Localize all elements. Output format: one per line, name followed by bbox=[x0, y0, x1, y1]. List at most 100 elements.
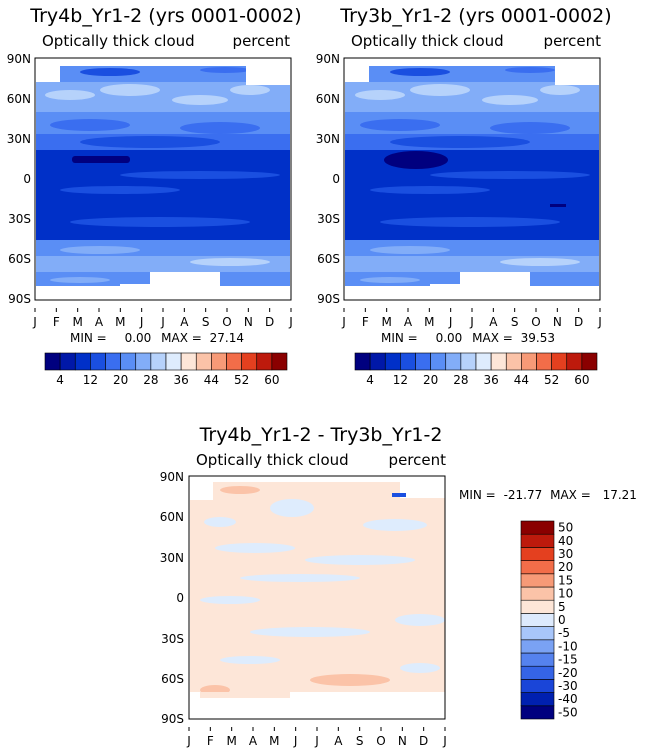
panel-title: Try4b_Yr1-2 (yrs 0001-0002) bbox=[29, 5, 301, 27]
x-tick-label: J bbox=[293, 734, 298, 748]
y-tick-0: 0 bbox=[23, 172, 31, 186]
x-tick-label: A bbox=[249, 734, 258, 748]
colorbar-label: 4 bbox=[56, 373, 64, 387]
x-tick-label: J bbox=[160, 315, 165, 329]
x-tick-label: M bbox=[226, 734, 236, 748]
colorbar-label: 44 bbox=[514, 373, 529, 387]
colorbar-label: 20 bbox=[558, 560, 573, 574]
colorbar-swatch bbox=[211, 352, 227, 371]
colorbar-label: 52 bbox=[234, 373, 249, 387]
colorbar-swatch bbox=[135, 352, 152, 371]
y-tick-60s: 60S bbox=[317, 252, 340, 266]
units-label: percent bbox=[544, 32, 602, 50]
x-tick-label: J bbox=[288, 315, 293, 329]
x-tick-label: F bbox=[53, 315, 60, 329]
colorbar-swatch bbox=[150, 352, 167, 371]
y-tick-30n: 30N bbox=[316, 132, 340, 146]
panel-try4b: Try4b_Yr1-2 (yrs 0001-0002) Optically th… bbox=[7, 5, 302, 387]
colorbar-swatch bbox=[536, 352, 552, 371]
x-tick-label: S bbox=[511, 315, 519, 329]
x-tick-label: J bbox=[448, 315, 453, 329]
x-tick-label: J bbox=[597, 315, 602, 329]
colorbar-swatch bbox=[520, 626, 555, 641]
colorbar-swatch bbox=[520, 586, 555, 601]
colorbar-label: 15 bbox=[558, 573, 573, 587]
x-tick-label: N bbox=[398, 734, 407, 748]
stats-min-max: MIN = 0.00 MAX = 39.53 bbox=[381, 331, 555, 345]
y-tick-30n: 30N bbox=[160, 551, 184, 565]
colorbar-swatch bbox=[520, 692, 555, 707]
x-tick-label: J bbox=[341, 315, 346, 329]
x-tick-label: D bbox=[265, 315, 274, 329]
colorbar-swatch bbox=[520, 599, 555, 614]
colorbar-swatch bbox=[520, 533, 555, 548]
plot-frame bbox=[343, 57, 601, 301]
y-tick-60n: 60N bbox=[316, 92, 340, 106]
colorbar-label: 60 bbox=[574, 373, 589, 387]
x-tick-label: M bbox=[115, 315, 125, 329]
colorbar-label: 28 bbox=[143, 373, 158, 387]
x-tick-label: M bbox=[269, 734, 279, 748]
x-tick-label: F bbox=[207, 734, 214, 748]
variable-label: Optically thick cloud bbox=[42, 32, 195, 50]
colorbar-swatch bbox=[180, 352, 197, 371]
colorbar-swatch bbox=[44, 352, 61, 371]
x-tick-label: O bbox=[531, 315, 540, 329]
colorbar-swatch bbox=[120, 352, 137, 371]
y-tick-30n: 30N bbox=[7, 132, 31, 146]
colorbar-swatch bbox=[520, 652, 555, 667]
plot-frame bbox=[34, 57, 292, 301]
colorbar-label: 36 bbox=[173, 373, 188, 387]
x-tick-label: M bbox=[381, 315, 391, 329]
colorbar-swatch bbox=[520, 560, 555, 575]
colorbar-label: -10 bbox=[558, 639, 578, 653]
colorbar-swatch bbox=[521, 352, 537, 371]
colorbar-label: 36 bbox=[483, 373, 498, 387]
colorbar-label: -15 bbox=[558, 653, 578, 667]
colorbar-swatch bbox=[415, 352, 431, 371]
map-field bbox=[344, 58, 600, 300]
colorbar-swatch bbox=[256, 352, 273, 371]
colorbar-swatch bbox=[520, 639, 555, 654]
colorbar-swatch bbox=[505, 352, 522, 371]
colorbar-swatch bbox=[226, 352, 242, 371]
colorbar-swatch bbox=[400, 352, 416, 371]
map-field bbox=[35, 58, 291, 300]
colorbar-label: 12 bbox=[393, 373, 408, 387]
panel-title: Try4b_Yr1-2 - Try3b_Yr1-2 bbox=[199, 424, 443, 446]
x-tick-label: J bbox=[186, 734, 191, 748]
y-tick-0: 0 bbox=[176, 591, 184, 605]
y-tick-30s: 30S bbox=[161, 632, 184, 646]
y-tick-90s: 90S bbox=[161, 712, 184, 726]
x-tick-label: S bbox=[356, 734, 364, 748]
colorbar-swatch bbox=[369, 352, 386, 371]
colorbar-swatch bbox=[241, 352, 258, 371]
x-tick-label: A bbox=[180, 315, 189, 329]
colorbar-swatch bbox=[490, 352, 507, 371]
stats-min-max: MIN = -21.77 MAX = 17.21 bbox=[459, 488, 637, 502]
y-tick-90n: 90N bbox=[7, 52, 31, 66]
stats-min-max: MIN = 0.00 MAX = 27.14 bbox=[70, 331, 244, 345]
x-tick-label: A bbox=[489, 315, 498, 329]
variable-label: Optically thick cloud bbox=[196, 451, 349, 469]
y-tick-90n: 90N bbox=[160, 470, 184, 484]
x-tick-label: N bbox=[553, 315, 562, 329]
colorbar-swatch bbox=[460, 352, 477, 371]
colorbar: 4 12 20 28 36 44 52 60 bbox=[354, 352, 598, 387]
colorbar-label: 0 bbox=[558, 613, 566, 627]
y-tick-30s: 30S bbox=[8, 212, 31, 226]
y-tick-labels: 90N 60N 30N 0 30S 60S 90S bbox=[316, 52, 340, 306]
colorbar: 4 12 20 28 36 44 52 60 bbox=[44, 352, 288, 387]
x-tick-label: O bbox=[376, 734, 385, 748]
x-tick-label: J bbox=[442, 734, 447, 748]
y-tick-0: 0 bbox=[332, 172, 340, 186]
colorbar-swatch bbox=[475, 352, 492, 371]
colorbar-swatch bbox=[90, 352, 106, 371]
colorbar-swatch bbox=[354, 352, 371, 371]
x-tick-label: J bbox=[314, 734, 319, 748]
colorbar-label: 52 bbox=[544, 373, 559, 387]
colorbar-swatch bbox=[165, 352, 182, 371]
